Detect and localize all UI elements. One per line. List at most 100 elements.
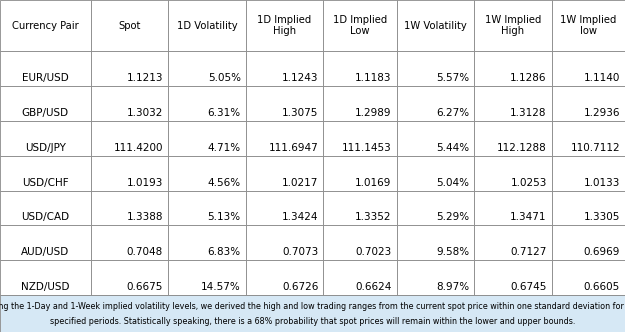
Text: 0.6745: 0.6745 [511, 282, 547, 292]
Bar [552, 156, 625, 191]
Bar [0, 156, 91, 191]
Bar [474, 156, 552, 191]
Bar [552, 260, 625, 295]
Bar [246, 86, 323, 121]
Bar [552, 121, 625, 156]
Bar [323, 260, 396, 295]
Text: 1.3128: 1.3128 [510, 108, 547, 118]
Bar [396, 225, 474, 260]
Text: USD/CHF: USD/CHF [22, 178, 69, 188]
Bar [474, 191, 552, 225]
Bar [0, 191, 91, 225]
Bar [246, 51, 323, 86]
Bar [396, 51, 474, 86]
Bar [0, 225, 91, 260]
Text: Currency Pair: Currency Pair [12, 21, 79, 31]
Bar [91, 0, 168, 51]
Text: 1.1183: 1.1183 [355, 73, 391, 83]
Text: 0.6726: 0.6726 [282, 282, 318, 292]
Bar [91, 225, 168, 260]
Text: 1.1213: 1.1213 [127, 73, 163, 83]
Bar [474, 121, 552, 156]
Text: 8.97%: 8.97% [436, 282, 469, 292]
Text: 5.57%: 5.57% [436, 73, 469, 83]
Text: 1.2936: 1.2936 [584, 108, 620, 118]
Text: 6.31%: 6.31% [208, 108, 241, 118]
Text: 5.05%: 5.05% [208, 73, 241, 83]
Text: USD/JPY: USD/JPY [25, 143, 66, 153]
Text: 0.6969: 0.6969 [584, 247, 620, 257]
Bar [168, 225, 246, 260]
Bar [91, 121, 168, 156]
Text: NZD/USD: NZD/USD [21, 282, 69, 292]
Text: 112.1288: 112.1288 [497, 143, 547, 153]
Bar [246, 121, 323, 156]
Bar [91, 156, 168, 191]
Text: 110.7112: 110.7112 [571, 143, 620, 153]
Bar [0, 51, 91, 86]
Bar [474, 86, 552, 121]
Text: 1.3305: 1.3305 [584, 212, 620, 222]
Bar [0, 86, 91, 121]
Text: specified periods. Statistically speaking, there is a 68% probability that spot : specified periods. Statistically speakin… [50, 317, 575, 326]
Text: 1.3075: 1.3075 [282, 108, 318, 118]
Text: 1.0133: 1.0133 [584, 178, 620, 188]
Text: 9.58%: 9.58% [436, 247, 469, 257]
Bar [396, 121, 474, 156]
Bar [552, 51, 625, 86]
Bar [246, 191, 323, 225]
Bar [552, 86, 625, 121]
Bar [323, 191, 396, 225]
Text: 6.27%: 6.27% [436, 108, 469, 118]
Text: 1D Implied
High: 1D Implied High [258, 15, 312, 37]
Bar [396, 0, 474, 51]
Text: 111.4200: 111.4200 [114, 143, 163, 153]
Bar [0, 295, 625, 332]
Bar [552, 191, 625, 225]
Bar [0, 0, 91, 51]
Bar [474, 260, 552, 295]
Text: 1.3471: 1.3471 [510, 212, 547, 222]
Text: USD/CAD: USD/CAD [21, 212, 69, 222]
Text: 4.56%: 4.56% [208, 178, 241, 188]
Bar [168, 121, 246, 156]
Text: 111.1453: 111.1453 [342, 143, 391, 153]
Text: 1W Implied
High: 1W Implied High [485, 15, 541, 37]
Bar [91, 86, 168, 121]
Bar [246, 0, 323, 51]
Bar [396, 260, 474, 295]
Bar [246, 225, 323, 260]
Text: 0.7073: 0.7073 [282, 247, 318, 257]
Bar [323, 0, 396, 51]
Bar [474, 225, 552, 260]
Bar [323, 51, 396, 86]
Bar [396, 156, 474, 191]
Bar [474, 0, 552, 51]
Text: 1.2989: 1.2989 [355, 108, 391, 118]
Text: 14.57%: 14.57% [201, 282, 241, 292]
Text: 1.3424: 1.3424 [282, 212, 318, 222]
Text: GBP/USD: GBP/USD [22, 108, 69, 118]
Bar [552, 225, 625, 260]
Bar [323, 225, 396, 260]
Text: 5.13%: 5.13% [208, 212, 241, 222]
Bar [168, 260, 246, 295]
Bar [168, 0, 246, 51]
Text: EUR/USD: EUR/USD [22, 73, 69, 83]
Bar [168, 156, 246, 191]
Text: 1.1286: 1.1286 [510, 73, 547, 83]
Text: 0.7048: 0.7048 [127, 247, 163, 257]
Text: 1.1140: 1.1140 [584, 73, 620, 83]
Text: 0.6675: 0.6675 [127, 282, 163, 292]
Bar [323, 86, 396, 121]
Text: 6.83%: 6.83% [208, 247, 241, 257]
Text: 0.6624: 0.6624 [355, 282, 391, 292]
Bar [91, 191, 168, 225]
Text: 4.71%: 4.71% [208, 143, 241, 153]
Bar [552, 0, 625, 51]
Text: Spot: Spot [118, 21, 141, 31]
Bar [396, 191, 474, 225]
Bar [323, 121, 396, 156]
Text: 1.1243: 1.1243 [282, 73, 318, 83]
Text: 5.44%: 5.44% [436, 143, 469, 153]
